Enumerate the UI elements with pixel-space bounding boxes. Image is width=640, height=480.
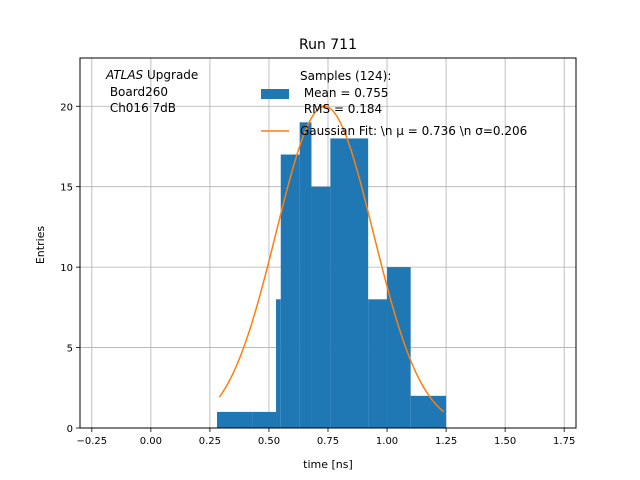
legend: Samples (124): Mean = 0.755 RMS = 0.184 … bbox=[261, 69, 527, 138]
histogram-bar bbox=[252, 411, 277, 428]
x-tick-label: 1.75 bbox=[553, 436, 575, 447]
legend-rms-line: RMS = 0.184 bbox=[300, 102, 382, 116]
y-tick-label: 0 bbox=[67, 424, 73, 435]
y-axis-label: Entries bbox=[34, 226, 47, 265]
atlas-annotation: ATLAS Upgrade Board260 Ch016 7dB bbox=[105, 68, 198, 115]
legend-histogram-swatch bbox=[261, 89, 289, 99]
legend-samples-line: Samples (124): bbox=[300, 69, 391, 83]
axis-ticks: −0.25 0.00 0.25 0.50 0.75 1.00 1.25 1.50 1.75 0 5 1… bbox=[60, 102, 575, 447]
histogram-bar bbox=[216, 411, 253, 428]
legend-mean-line: Mean = 0.755 bbox=[300, 86, 389, 100]
y-tick-label: 20 bbox=[60, 102, 73, 113]
annotation-line-2: Board260 bbox=[106, 85, 168, 99]
x-tick-label: 0.25 bbox=[199, 436, 221, 447]
y-tick-label: 10 bbox=[60, 263, 73, 274]
histogram-bar bbox=[311, 186, 331, 428]
histogram-bar bbox=[330, 138, 354, 428]
histogram-bars bbox=[216, 122, 447, 429]
histogram-bar bbox=[368, 299, 388, 428]
x-tick-label: 1.00 bbox=[376, 436, 398, 447]
histogram-bar bbox=[410, 395, 447, 428]
y-tick-label: 5 bbox=[67, 344, 73, 355]
annotation-atlas: ATLAS bbox=[105, 68, 144, 82]
histogram-bar bbox=[387, 267, 411, 428]
legend-fit-text: Gaussian Fit: \n μ = 0.736 \n σ=0.206 bbox=[300, 124, 527, 138]
histogram-bar bbox=[276, 299, 281, 428]
x-tick-label: 0.50 bbox=[258, 436, 280, 447]
histogram-bar bbox=[299, 122, 312, 428]
y-tick-label: 15 bbox=[60, 183, 73, 194]
annotation-upgrade: Upgrade bbox=[143, 68, 198, 82]
annotation-line-3: Ch016 7dB bbox=[106, 101, 176, 115]
annotation-line-1: ATLAS Upgrade bbox=[105, 68, 198, 82]
fit-curve bbox=[218, 105, 445, 413]
x-tick-label: 0.75 bbox=[317, 436, 339, 447]
x-tick-label: 0.00 bbox=[140, 436, 162, 447]
x-axis-label: time [ns] bbox=[303, 458, 353, 471]
x-tick-label: 1.25 bbox=[435, 436, 457, 447]
x-tick-label: −0.25 bbox=[76, 436, 107, 447]
histogram-bar bbox=[353, 138, 369, 428]
chart-title: Run 711 bbox=[299, 37, 357, 53]
gaussian-fit bbox=[218, 105, 445, 413]
histogram-bar bbox=[280, 154, 300, 429]
x-tick-label: 1.50 bbox=[494, 436, 516, 447]
